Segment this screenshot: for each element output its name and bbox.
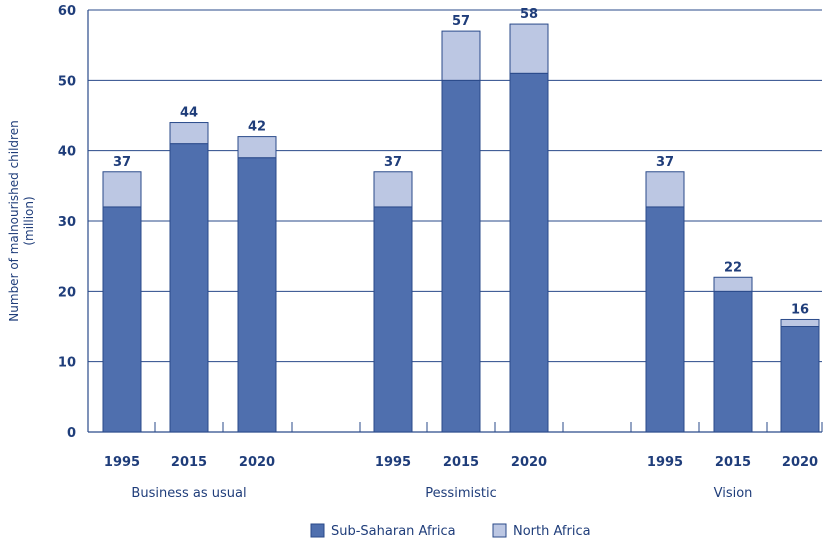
x-year-label: 2020 [239, 455, 275, 470]
x-year-label: 1995 [375, 455, 411, 470]
group-label: Vision [714, 486, 753, 501]
bar-sub-saharan-africa [509, 72, 549, 433]
bar-total-label: 57 [452, 14, 470, 29]
y-axis-label: Number of malnourished children(million) [7, 120, 36, 321]
bar-sub-saharan-africa [441, 79, 481, 433]
bar-north-africa [373, 171, 413, 208]
bar-total-label: 16 [791, 302, 809, 317]
bar-total-label: 44 [180, 106, 198, 121]
y-tick-label: 30 [58, 215, 76, 230]
legend-label: North Africa [513, 524, 591, 539]
bar-sub-saharan-africa [102, 206, 142, 433]
bar-north-africa [780, 318, 820, 328]
bar-sub-saharan-africa [237, 157, 277, 433]
x-year-label: 2020 [782, 455, 818, 470]
y-tick-label: 20 [58, 285, 76, 300]
bar-total-label: 22 [724, 260, 742, 275]
y-tick-label: 60 [58, 4, 76, 19]
bar-sub-saharan-africa [780, 326, 820, 433]
bar-sub-saharan-africa [713, 290, 753, 433]
x-year-label: 1995 [647, 455, 683, 470]
y-tick-label: 40 [58, 145, 76, 160]
group-label: Pessimistic [425, 486, 496, 501]
legend-swatch [310, 523, 325, 538]
x-year-label: 2020 [511, 455, 547, 470]
bar-north-africa [102, 171, 142, 208]
legend-label: Sub-Saharan Africa [331, 524, 456, 539]
x-year-label: 2015 [715, 455, 751, 470]
legend-swatch [492, 523, 507, 538]
x-year-label: 2015 [443, 455, 479, 470]
bar-total-label: 37 [384, 155, 402, 170]
bar-total-label: 58 [520, 7, 538, 22]
bar-sub-saharan-africa [169, 143, 209, 433]
bar-total-label: 42 [248, 120, 266, 135]
bar-north-africa [441, 30, 481, 81]
y-axis-label-line: Number of malnourished children [7, 120, 21, 321]
group-label: Business as usual [131, 486, 246, 501]
x-year-label: 2015 [171, 455, 207, 470]
bar-sub-saharan-africa [373, 206, 413, 433]
bar-sub-saharan-africa [645, 206, 685, 433]
y-tick-label: 10 [58, 356, 76, 371]
y-tick-label: 50 [58, 74, 76, 89]
bar-total-label: 37 [656, 155, 674, 170]
y-tick-label: 0 [67, 426, 76, 441]
bar-north-africa [237, 136, 277, 159]
bar-north-africa [169, 122, 209, 145]
bar-north-africa [713, 276, 753, 292]
y-axis-label-line: (million) [22, 196, 36, 245]
x-year-label: 1995 [104, 455, 140, 470]
bar-north-africa [509, 23, 549, 74]
bar-north-africa [645, 171, 685, 208]
bar-total-label: 37 [113, 155, 131, 170]
